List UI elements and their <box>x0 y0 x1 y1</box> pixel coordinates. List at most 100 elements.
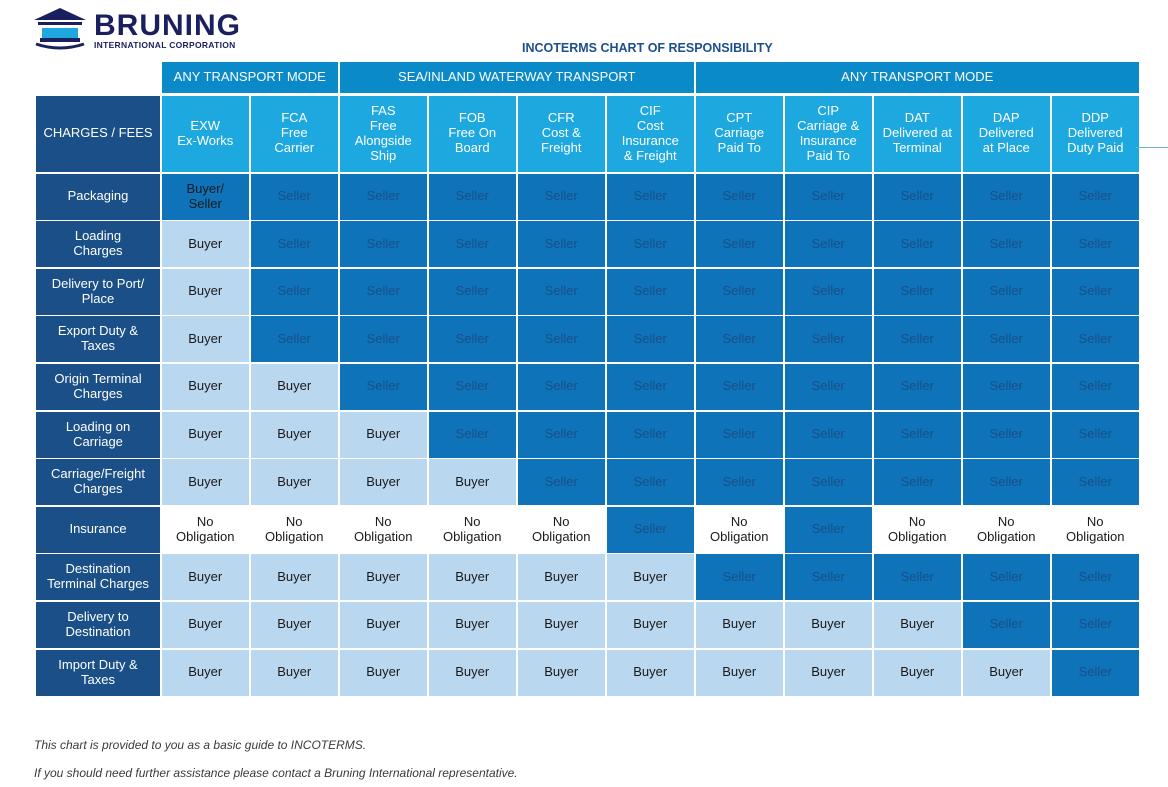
responsibility-cell: Buyer <box>339 554 427 601</box>
responsibility-cell: Seller <box>1051 316 1139 363</box>
row-label: Delivery to Port/ Place <box>36 268 160 315</box>
responsibility-cell: Seller <box>606 411 694 458</box>
responsibility-cell: Buyer <box>428 601 516 648</box>
responsibility-cell: Buyer <box>339 649 427 696</box>
group-header: SEA/INLAND WATERWAY TRANSPORT <box>339 62 694 93</box>
responsibility-cell: Buyer <box>695 649 783 696</box>
term-header: CIP Carriage & Insurance Paid To <box>784 95 872 172</box>
responsibility-cell: No Obligation <box>161 506 249 553</box>
responsibility-cell: No Obligation <box>428 506 516 553</box>
row-label: Insurance <box>36 506 160 553</box>
responsibility-cell: Buyer <box>161 649 249 696</box>
responsibility-cell: Buyer <box>250 459 338 506</box>
term-header: FOB Free On Board <box>428 95 516 172</box>
responsibility-cell: Seller <box>695 554 783 601</box>
responsibility-cell: Seller <box>873 316 961 363</box>
responsibility-cell: Buyer <box>873 649 961 696</box>
responsibility-cell: Buyer <box>339 459 427 506</box>
responsibility-cell: Seller <box>339 268 427 315</box>
logo-subtitle: INTERNATIONAL CORPORATION <box>94 40 236 50</box>
responsibility-cell: Seller <box>873 221 961 268</box>
responsibility-cell: Seller <box>517 173 605 220</box>
responsibility-cell: No Obligation <box>1051 506 1139 553</box>
responsibility-cell: Seller <box>784 363 872 410</box>
responsibility-cell: Seller <box>695 173 783 220</box>
term-header: FCA Free Carrier <box>250 95 338 172</box>
responsibility-cell: Seller <box>428 173 516 220</box>
responsibility-cell: Seller <box>695 268 783 315</box>
responsibility-cell: Seller <box>1051 268 1139 315</box>
responsibility-cell: Seller <box>1051 173 1139 220</box>
responsibility-cell: Seller <box>1051 363 1139 410</box>
responsibility-cell: Seller <box>428 411 516 458</box>
chart-title: INCOTERMS CHART OF RESPONSIBILITY <box>522 41 773 55</box>
responsibility-cell: Seller <box>517 316 605 363</box>
responsibility-cell: Buyer <box>962 649 1050 696</box>
responsibility-cell: Seller <box>962 601 1050 648</box>
responsibility-cell: No Obligation <box>873 506 961 553</box>
responsibility-cell: Seller <box>695 411 783 458</box>
responsibility-cell: Seller <box>517 411 605 458</box>
responsibility-cell: No Obligation <box>339 506 427 553</box>
term-header: CFR Cost & Freight <box>517 95 605 172</box>
responsibility-cell: Seller <box>695 363 783 410</box>
responsibility-cell: Seller <box>339 173 427 220</box>
responsibility-cell: Seller <box>962 316 1050 363</box>
responsibility-cell: Buyer <box>161 554 249 601</box>
responsibility-cell: Buyer <box>161 268 249 315</box>
responsibility-cell: Seller <box>873 554 961 601</box>
responsibility-cell: Seller <box>339 221 427 268</box>
responsibility-cell: Buyer <box>606 554 694 601</box>
responsibility-cell: Buyer <box>517 601 605 648</box>
responsibility-cell: Buyer <box>161 459 249 506</box>
responsibility-cell: Seller <box>250 316 338 363</box>
responsibility-cell: Seller <box>873 459 961 506</box>
responsibility-cell: Seller <box>873 411 961 458</box>
responsibility-cell: Seller <box>428 363 516 410</box>
footer-note-2: If you should need further assistance pl… <box>34 766 518 780</box>
group-header: ANY TRANSPORT MODE <box>161 62 338 93</box>
responsibility-cell: Seller <box>517 221 605 268</box>
responsibility-cell: Seller <box>873 268 961 315</box>
term-header: CPT Carriage Paid To <box>695 95 783 172</box>
responsibility-cell: Seller <box>428 316 516 363</box>
row-label: Loading on Carriage <box>36 411 160 458</box>
responsibility-cell: Seller <box>1051 554 1139 601</box>
row-label: Carriage/Freight Charges <box>36 459 160 506</box>
responsibility-cell: Seller <box>1051 649 1139 696</box>
responsibility-cell: Seller <box>962 554 1050 601</box>
term-header: CIF Cost Insurance & Freight <box>606 95 694 172</box>
responsibility-cell: Seller <box>1051 459 1139 506</box>
responsibility-cell: Seller <box>784 316 872 363</box>
term-header: DAP Delivered at Place <box>962 95 1050 172</box>
responsibility-cell: Seller <box>962 363 1050 410</box>
responsibility-cell: Buyer <box>161 221 249 268</box>
term-header: EXW Ex-Works <box>161 95 249 172</box>
responsibility-cell: Buyer <box>428 554 516 601</box>
responsibility-cell: Seller <box>606 221 694 268</box>
responsibility-cell: Buyer <box>517 554 605 601</box>
responsibility-cell: Seller <box>1051 411 1139 458</box>
responsibility-cell: Buyer <box>250 649 338 696</box>
responsibility-cell: Seller <box>784 554 872 601</box>
responsibility-cell: Seller <box>784 173 872 220</box>
responsibility-cell: No Obligation <box>695 506 783 553</box>
responsibility-cell: Seller <box>606 268 694 315</box>
responsibility-cell: Seller <box>784 221 872 268</box>
responsibility-cell: Buyer <box>873 601 961 648</box>
responsibility-cell: Buyer <box>784 649 872 696</box>
responsibility-cell: Seller <box>873 173 961 220</box>
responsibility-cell: Seller <box>784 411 872 458</box>
charges-fees-header: CHARGES / FEES <box>36 95 160 172</box>
responsibility-cell: Buyer <box>161 601 249 648</box>
row-label: Origin Terminal Charges <box>36 363 160 410</box>
term-header: DAT Delivered at Terminal <box>873 95 961 172</box>
responsibility-cell: Buyer <box>161 316 249 363</box>
responsibility-cell: Seller <box>428 221 516 268</box>
responsibility-cell: Seller <box>250 221 338 268</box>
responsibility-cell: Buyer <box>695 601 783 648</box>
responsibility-cell: No Obligation <box>962 506 1050 553</box>
row-label: Packaging <box>36 173 160 220</box>
responsibility-cell: Seller <box>1051 601 1139 648</box>
responsibility-cell: Seller <box>250 268 338 315</box>
